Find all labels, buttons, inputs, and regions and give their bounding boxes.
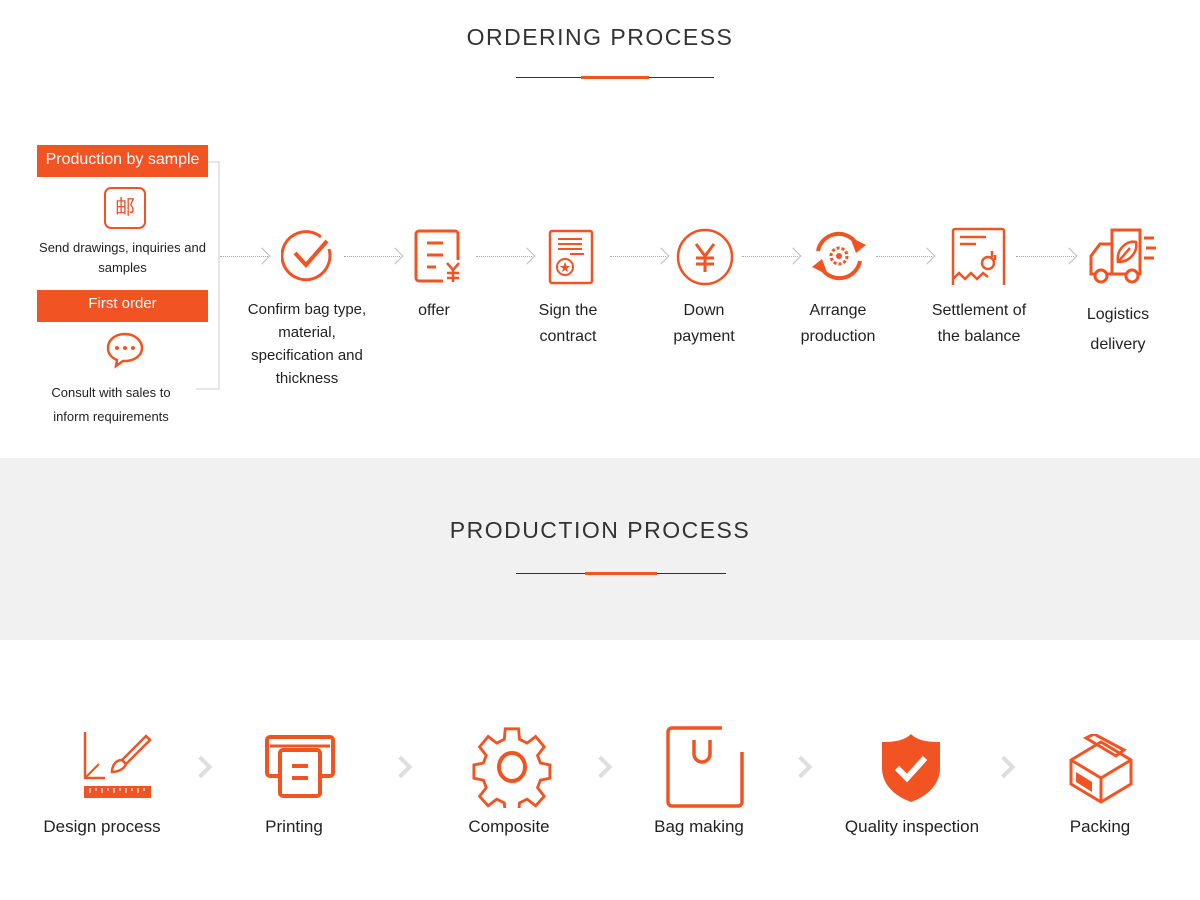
step-label-down-payment: Down payment [673, 302, 735, 345]
title-divider-accent [585, 572, 657, 575]
contract-icon [548, 229, 594, 285]
bracket-line [196, 161, 220, 390]
yen-circle-icon [676, 228, 734, 286]
chevron-right-icon [992, 755, 1016, 779]
arrow-icon [918, 247, 936, 265]
bag-icon [666, 726, 744, 808]
chevron-right-icon [789, 755, 813, 779]
connector [876, 256, 932, 257]
first-order-bar: First order [37, 290, 208, 322]
production-by-sample-header: Production by sample [37, 145, 208, 177]
arrow-icon [518, 247, 536, 265]
gear-icon [472, 727, 552, 808]
truck-icon [1089, 228, 1156, 284]
arrow-icon [386, 247, 404, 265]
chevron-right-icon [589, 755, 613, 779]
quote-yen-icon [414, 229, 460, 283]
printer-icon [265, 735, 335, 798]
connector [610, 256, 666, 257]
shield-check-icon [882, 734, 940, 802]
production-label-design: Design process [43, 817, 161, 836]
step-label-arrange-production: Arrange production [800, 302, 876, 345]
production-label-quality: Quality inspection [844, 817, 980, 836]
box-icon [1069, 734, 1133, 804]
connector [476, 256, 532, 257]
connector [220, 256, 268, 257]
connector [1016, 256, 1074, 257]
production-label-composite: Composite [468, 817, 550, 836]
production-label-printing: Printing [265, 817, 323, 836]
step-label-offer: offer [418, 302, 450, 319]
consult-text: Consult with sales to inform requirement… [51, 385, 171, 424]
connector [344, 256, 400, 257]
chevron-right-icon [189, 755, 213, 779]
step-label-confirm: Confirm bag type, material, specificatio… [247, 301, 367, 387]
arrow-icon [652, 247, 670, 265]
arrow-icon [1060, 247, 1078, 265]
mail-icon: 邮 [104, 187, 146, 229]
step-label-logistics: Logistics delivery [1086, 306, 1150, 353]
receipt-ok-icon [951, 227, 1006, 285]
production-label-packing: Packing [1069, 817, 1131, 836]
arrow-icon [784, 247, 802, 265]
ordering-title: ORDERING PROCESS [466, 24, 734, 50]
title-divider-accent [581, 76, 649, 79]
arrow-icon [253, 247, 271, 265]
production-cycle-icon [812, 231, 866, 281]
chevron-right-icon [389, 755, 413, 779]
check-circle-icon [281, 230, 332, 282]
design-icon [83, 732, 152, 798]
connector [742, 256, 798, 257]
send-drawings-text: Send drawings, inquiries and samples [39, 240, 206, 275]
production-label-bag-making: Bag making [654, 817, 744, 836]
production-title: PRODUCTION PROCESS [449, 517, 751, 543]
step-label-settlement: Settlement of the balance [931, 302, 1027, 345]
step-label-contract: Sign the contract [538, 302, 598, 345]
chat-bubble-icon [106, 332, 144, 369]
production-header-band [0, 458, 1200, 640]
